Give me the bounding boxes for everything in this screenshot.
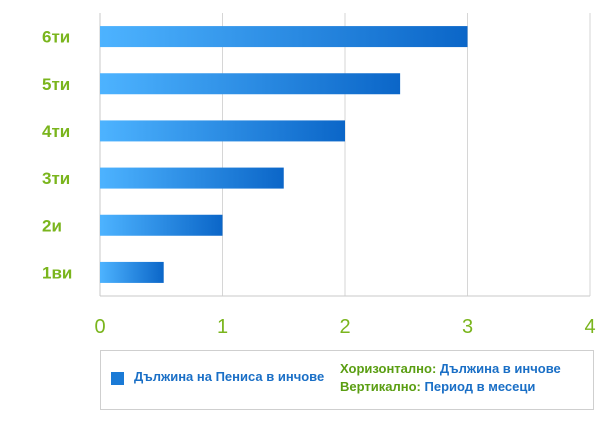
- legend-swatch: [111, 372, 124, 385]
- legend-series-label: Дължина на Пениса в инчове: [134, 369, 325, 384]
- bar-6: [100, 261, 164, 283]
- x-tick-label: 1: [217, 316, 228, 338]
- category-label: 6ти: [42, 28, 70, 47]
- legend-horizontal-row: Хоризонтално: Дължина в инчове: [340, 360, 561, 378]
- legend-vertical-row: Вертикално: Период в месеци: [340, 378, 561, 396]
- x-tick-label: 0: [94, 316, 105, 338]
- x-tick-label: 2: [339, 316, 350, 338]
- chart-legend: Дължина на Пениса в инчове Хоризонтално:…: [100, 350, 594, 410]
- bar-2: [100, 73, 401, 95]
- category-label: 5ти: [42, 75, 70, 94]
- bar-3: [100, 120, 345, 142]
- legend-horizontal-value: Дължина в инчове: [439, 361, 561, 376]
- legend-vertical-key: Вертикално:: [340, 379, 421, 394]
- bar-4: [100, 167, 284, 189]
- bar-chart: 0 1 2 3 4 6ти 5ти 4ти 3ти 2и 1ви: [42, 13, 596, 338]
- bar-5: [100, 214, 223, 236]
- category-label: 3ти: [42, 169, 70, 188]
- legend-horizontal-key: Хоризонтално:: [340, 361, 437, 376]
- bar-1: [100, 26, 468, 48]
- category-label: 4ти: [42, 122, 70, 141]
- category-label: 1ви: [42, 263, 72, 282]
- category-label: 2и: [42, 216, 62, 235]
- x-tick-label: 4: [584, 316, 595, 338]
- legend-axis-description: Хоризонтално: Дължина в инчове Вертикалн…: [340, 360, 561, 396]
- legend-vertical-value: Период в месеци: [424, 379, 536, 394]
- x-tick-label: 3: [462, 316, 473, 338]
